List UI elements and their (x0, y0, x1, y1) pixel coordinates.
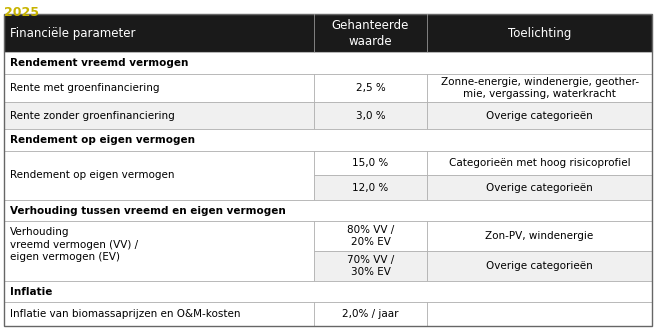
Text: Verhouding tussen vreemd en eigen vermogen: Verhouding tussen vreemd en eigen vermog… (10, 206, 286, 215)
Bar (4, 221, 314, 281)
Bar (314, 175, 427, 200)
Text: Rente met groenfinanciering: Rente met groenfinanciering (10, 83, 159, 93)
Bar (427, 175, 652, 200)
Bar (314, 151, 427, 175)
Bar (427, 74, 652, 102)
Text: 15,0 %: 15,0 % (352, 158, 388, 168)
Text: Rendement op eigen vermogen: Rendement op eigen vermogen (10, 135, 195, 145)
Bar (314, 302, 427, 326)
Text: Rente zonder groenfinanciering: Rente zonder groenfinanciering (10, 111, 174, 120)
Text: Zon-PV, windenergie: Zon-PV, windenergie (485, 231, 594, 241)
Bar (4, 14, 652, 52)
Text: 80% VV /
20% EV: 80% VV / 20% EV (347, 225, 394, 247)
Text: Categorieën met hoog risicoprofiel: Categorieën met hoog risicoprofiel (449, 158, 630, 168)
Bar (4, 302, 314, 326)
Bar (4, 151, 314, 200)
Bar (314, 74, 427, 102)
Bar (4, 102, 314, 130)
Bar (427, 221, 652, 251)
Bar (314, 102, 427, 130)
Text: 2,0% / jaar: 2,0% / jaar (342, 309, 399, 319)
Text: Overige categorieën: Overige categorieën (486, 111, 593, 120)
Bar (427, 302, 652, 326)
Bar (4, 130, 652, 151)
Text: Verhouding
vreemd vermogen (VV) /
eigen vermogen (EV): Verhouding vreemd vermogen (VV) / eigen … (10, 227, 138, 262)
Text: 2025: 2025 (4, 6, 39, 19)
Bar (4, 52, 652, 74)
Text: Inflatie van biomassaprijzen en O&M-kosten: Inflatie van biomassaprijzen en O&M-kost… (10, 309, 241, 319)
Text: Zonne-energie, windenergie, geother-
mie, vergassing, waterkracht: Zonne-energie, windenergie, geother- mie… (441, 76, 639, 99)
Bar (4, 281, 652, 302)
Text: 70% VV /
30% EV: 70% VV / 30% EV (347, 255, 394, 277)
Bar (314, 221, 427, 251)
Bar (427, 102, 652, 130)
Text: Rendement op eigen vermogen: Rendement op eigen vermogen (10, 170, 174, 180)
Text: Toelichting: Toelichting (508, 27, 571, 40)
Text: Financiële parameter: Financiële parameter (10, 27, 136, 40)
Text: Gehanteerde
waarde: Gehanteerde waarde (332, 19, 409, 48)
Bar (314, 251, 427, 281)
Bar (427, 251, 652, 281)
Text: 12,0 %: 12,0 % (352, 183, 388, 193)
Text: 2,5 %: 2,5 % (356, 83, 385, 93)
Text: 3,0 %: 3,0 % (356, 111, 385, 120)
Bar (427, 151, 652, 175)
Bar (4, 74, 314, 102)
Text: Inflatie: Inflatie (10, 287, 52, 297)
Text: Overige categorieën: Overige categorieën (486, 183, 593, 193)
Text: Rendement vreemd vermogen: Rendement vreemd vermogen (10, 58, 188, 68)
Text: Overige categorieën: Overige categorieën (486, 261, 593, 271)
Bar (4, 200, 652, 221)
